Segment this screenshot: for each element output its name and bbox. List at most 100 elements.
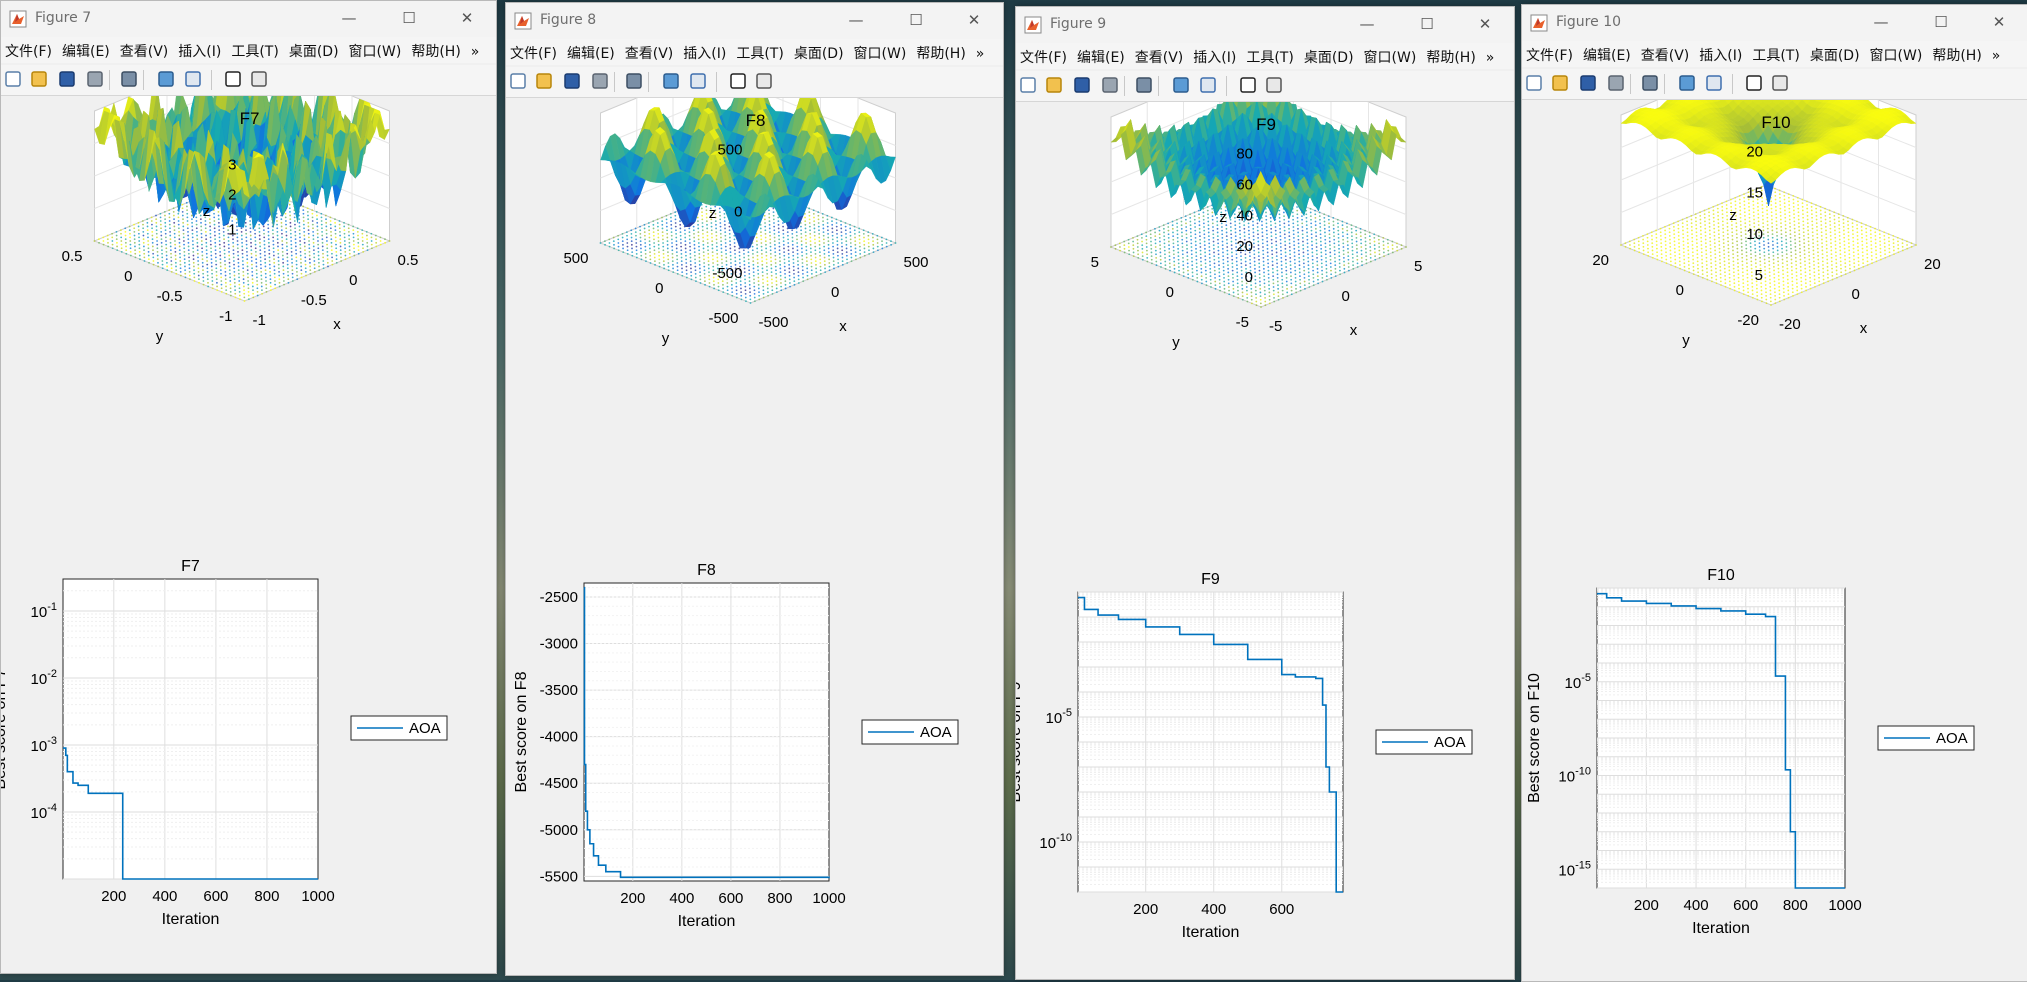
save-icon[interactable] bbox=[1578, 73, 1598, 93]
menu-item[interactable]: 窗口(W) bbox=[1360, 43, 1421, 67]
legend-icon[interactable] bbox=[1198, 75, 1218, 95]
save-icon[interactable] bbox=[562, 71, 582, 91]
menu-item[interactable]: 工具(T) bbox=[1242, 43, 1297, 67]
menu-item[interactable]: 文件(F) bbox=[1016, 43, 1071, 67]
new-figure-icon[interactable] bbox=[1018, 75, 1038, 95]
property-inspector-icon[interactable] bbox=[249, 69, 269, 89]
edit-plot-icon[interactable] bbox=[1238, 75, 1258, 95]
menu-item[interactable]: 帮助(H) bbox=[1928, 41, 1985, 65]
legend-icon[interactable] bbox=[183, 69, 203, 89]
menu-item[interactable]: 插入(I) bbox=[174, 37, 225, 61]
menu-item[interactable]: 编辑(E) bbox=[563, 39, 619, 63]
title-bar[interactable]: Figure 8—☐✕ bbox=[506, 3, 1003, 39]
open-file-icon[interactable] bbox=[1550, 73, 1570, 93]
menu-item[interactable]: 插入(I) bbox=[1189, 43, 1240, 67]
menu-item[interactable]: 文件(F) bbox=[1522, 41, 1577, 65]
menu-overflow-icon[interactable]: » bbox=[467, 40, 484, 60]
link-plot-icon[interactable] bbox=[1134, 75, 1154, 95]
save-icon[interactable] bbox=[57, 69, 77, 89]
title-bar[interactable]: Figure 9—☐✕ bbox=[1016, 7, 1514, 43]
close-button[interactable]: ✕ bbox=[1472, 13, 1498, 35]
property-inspector-icon[interactable] bbox=[1770, 73, 1790, 93]
legend-icon[interactable] bbox=[1704, 73, 1724, 93]
new-figure-icon[interactable] bbox=[3, 69, 23, 89]
new-figure-icon[interactable] bbox=[1524, 73, 1544, 93]
property-inspector-icon[interactable] bbox=[754, 71, 774, 91]
menu-item[interactable]: 帮助(H) bbox=[912, 39, 969, 63]
close-button[interactable]: ✕ bbox=[1986, 11, 2012, 33]
open-file-icon[interactable] bbox=[534, 71, 554, 91]
maximize-button[interactable]: ☐ bbox=[1414, 13, 1440, 35]
menu-item[interactable]: 窗口(W) bbox=[1866, 41, 1927, 65]
menu-overflow-icon[interactable]: » bbox=[972, 42, 989, 62]
print-icon[interactable] bbox=[1606, 73, 1626, 93]
menu-overflow-icon[interactable]: » bbox=[1988, 44, 2005, 64]
toolbar-separator bbox=[1732, 74, 1733, 94]
new-figure-icon[interactable] bbox=[508, 71, 528, 91]
menu-item[interactable]: 工具(T) bbox=[227, 37, 282, 61]
print-icon[interactable] bbox=[590, 71, 610, 91]
property-inspector-icon[interactable] bbox=[1264, 75, 1284, 95]
menu-item[interactable]: 编辑(E) bbox=[1579, 41, 1635, 65]
menu-item[interactable]: 窗口(W) bbox=[345, 37, 406, 61]
maximize-button[interactable]: ☐ bbox=[1928, 11, 1954, 33]
menu-item[interactable]: 工具(T) bbox=[1748, 41, 1803, 65]
menu-item[interactable]: 查看(V) bbox=[116, 37, 173, 61]
menu-item[interactable]: 查看(V) bbox=[1637, 41, 1694, 65]
minimize-button[interactable]: — bbox=[843, 9, 869, 31]
menu-item[interactable]: 桌面(D) bbox=[790, 39, 848, 63]
edit-plot-icon[interactable] bbox=[223, 69, 243, 89]
edit-plot-icon[interactable] bbox=[1744, 73, 1764, 93]
colorbar-icon[interactable] bbox=[156, 69, 176, 89]
minimize-button[interactable]: — bbox=[1354, 13, 1380, 35]
open-file-icon[interactable] bbox=[29, 69, 49, 89]
maximize-button[interactable]: ☐ bbox=[903, 9, 929, 31]
y-tick: -20 bbox=[1737, 312, 1759, 329]
menu-item[interactable]: 桌面(D) bbox=[1806, 41, 1864, 65]
title-bar[interactable]: Figure 7—☐✕ bbox=[1, 1, 496, 37]
menu-item[interactable]: 工具(T) bbox=[732, 39, 787, 63]
link-plot-icon[interactable] bbox=[1640, 73, 1660, 93]
colorbar-icon[interactable] bbox=[661, 71, 681, 91]
title-bar[interactable]: Figure 10—☐✕ bbox=[1522, 5, 2027, 41]
y-tick: -5 bbox=[1236, 314, 1249, 331]
menu-overflow-icon[interactable]: » bbox=[1482, 46, 1499, 66]
minimize-button[interactable]: — bbox=[336, 7, 362, 29]
link-plot-icon[interactable] bbox=[119, 69, 139, 89]
menu-item[interactable]: 桌面(D) bbox=[1300, 43, 1358, 67]
menu-item[interactable]: 编辑(E) bbox=[1073, 43, 1129, 67]
menu-item[interactable]: 插入(I) bbox=[679, 39, 730, 63]
colorbar-icon[interactable] bbox=[1677, 73, 1697, 93]
print-icon[interactable] bbox=[1100, 75, 1120, 95]
minimize-button[interactable]: — bbox=[1868, 11, 1894, 33]
menu-item[interactable]: 查看(V) bbox=[1131, 43, 1188, 67]
menu-item[interactable]: 帮助(H) bbox=[407, 37, 464, 61]
colorbar-icon[interactable] bbox=[1171, 75, 1191, 95]
menu-item[interactable]: 窗口(W) bbox=[850, 39, 911, 63]
z-tick: -500 bbox=[712, 265, 742, 282]
close-button[interactable]: ✕ bbox=[961, 9, 987, 31]
menu-item[interactable]: 编辑(E) bbox=[58, 37, 114, 61]
menu-item[interactable]: 文件(F) bbox=[1, 37, 56, 61]
menu-item[interactable]: 插入(I) bbox=[1695, 41, 1746, 65]
link-plot-icon[interactable] bbox=[624, 71, 644, 91]
open-file-icon[interactable] bbox=[1044, 75, 1064, 95]
maximize-button[interactable]: ☐ bbox=[396, 7, 422, 29]
legend-icon[interactable] bbox=[688, 71, 708, 91]
menu-item[interactable]: 查看(V) bbox=[621, 39, 678, 63]
menu-item[interactable]: 桌面(D) bbox=[285, 37, 343, 61]
save-icon[interactable] bbox=[1072, 75, 1092, 95]
menu-item[interactable]: 文件(F) bbox=[506, 39, 561, 63]
close-button[interactable]: ✕ bbox=[454, 7, 480, 29]
menu-item[interactable]: 帮助(H) bbox=[1422, 43, 1479, 67]
edit-plot-icon[interactable] bbox=[728, 71, 748, 91]
print-icon[interactable] bbox=[85, 69, 105, 89]
